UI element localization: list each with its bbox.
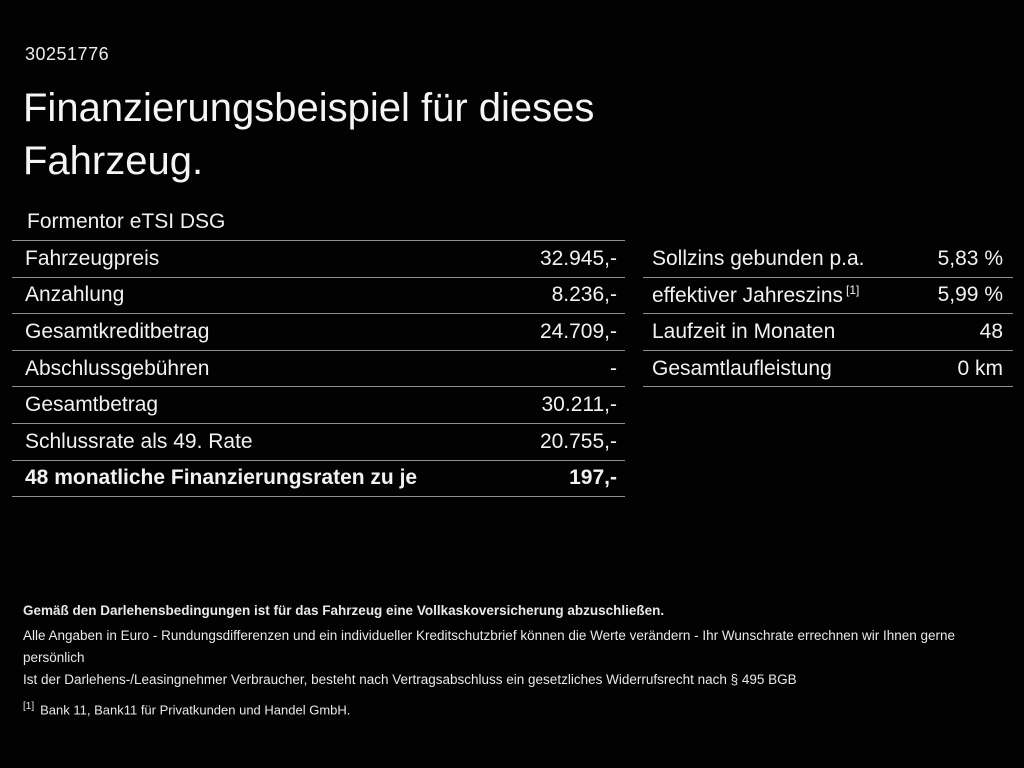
row-label: 48 monatliche Finanzierungsraten zu je <box>25 466 418 490</box>
financing-amounts-table: Fahrzeugpreis 32.945,- Anzahlung 8.236,-… <box>12 240 625 498</box>
table-row-sollzins: Sollzins gebunden p.a. 5,83 % <box>643 241 1013 278</box>
row-label: Anzahlung <box>25 283 125 307</box>
table-row-abschlussgebuehren: Abschlussgebühren - <box>12 349 625 387</box>
footnote-text: Bank 11, Bank11 für Privatkunden und Han… <box>40 702 351 718</box>
row-value: 5,99 % <box>937 283 1003 307</box>
disclaimer-line-1: Alle Angaben in Euro - Rundungsdifferenz… <box>23 628 956 665</box>
row-label: effektiver Jahreszins [1] <box>652 282 860 307</box>
row-value: 197,- <box>569 466 617 490</box>
table-row-gesamtlaufleistung: Gesamtlaufleistung 0 km <box>643 351 1013 388</box>
row-value: 8.236,- <box>551 283 617 307</box>
table-row-effektiver-jahreszins: effektiver Jahreszins [1] 5,99 % <box>643 278 1013 315</box>
vehicle-model-name: Formentor eTSI DSG <box>27 210 226 233</box>
row-label: Laufzeit in Monaten <box>652 319 836 343</box>
row-label: Sollzins gebunden p.a. <box>652 246 865 270</box>
financing-conditions-table: Sollzins gebunden p.a. 5,83 % effektiver… <box>643 241 1013 388</box>
insurance-requirement-note: Gemäß den Darlehensbedingungen ist für d… <box>23 603 665 618</box>
footnote-reference-marker: [1] <box>846 282 860 297</box>
table-row-laufzeit: Laufzeit in Monaten 48 <box>643 314 1013 351</box>
legal-footer: Gemäß den Darlehensbedingungen ist für d… <box>23 600 1003 721</box>
table-row-schlussrate: Schlussrate als 49. Rate 20.755,- <box>12 422 625 460</box>
footnote-marker: [1] <box>23 701 35 712</box>
row-value: 20.755,- <box>539 429 617 453</box>
row-label: Gesamtbetrag <box>25 393 159 417</box>
row-value: - <box>610 356 617 380</box>
page-title: Finanzierungsbeispiel für dieses Fahrzeu… <box>23 86 595 183</box>
row-value: 48 <box>979 319 1003 343</box>
row-label: Gesamtlaufleistung <box>652 356 832 380</box>
row-value: 0 km <box>957 356 1003 380</box>
table-row-fahrzeugpreis: Fahrzeugpreis 32.945,- <box>12 240 625 277</box>
table-row-gesamtbetrag: Gesamtbetrag 30.211,- <box>12 386 625 423</box>
row-label: Abschlussgebühren <box>25 356 210 380</box>
vehicle-id-number: 30251776 <box>25 44 110 64</box>
row-label: Gesamtkreditbetrag <box>25 319 210 343</box>
row-value: 32.945,- <box>539 246 617 270</box>
disclaimer-line-2: Ist der Darlehens-/Leasingnehmer Verbrau… <box>23 672 797 687</box>
table-row-gesamtkreditbetrag: Gesamtkreditbetrag 24.709,- <box>12 313 625 350</box>
bank-footnote: [1] Bank 11, Bank11 für Privatkunden und … <box>23 696 1003 721</box>
table-row-anzahlung: Anzahlung 8.236,- <box>12 276 625 314</box>
row-value: 24.709,- <box>539 319 617 343</box>
row-label: Fahrzeugpreis <box>25 246 160 270</box>
table-row-monatsrate: 48 monatliche Finanzierungsraten zu je 1… <box>12 459 625 497</box>
row-label: Schlussrate als 49. Rate <box>25 429 253 453</box>
row-value: 5,83 % <box>937 246 1003 270</box>
row-value: 30.211,- <box>541 393 618 417</box>
